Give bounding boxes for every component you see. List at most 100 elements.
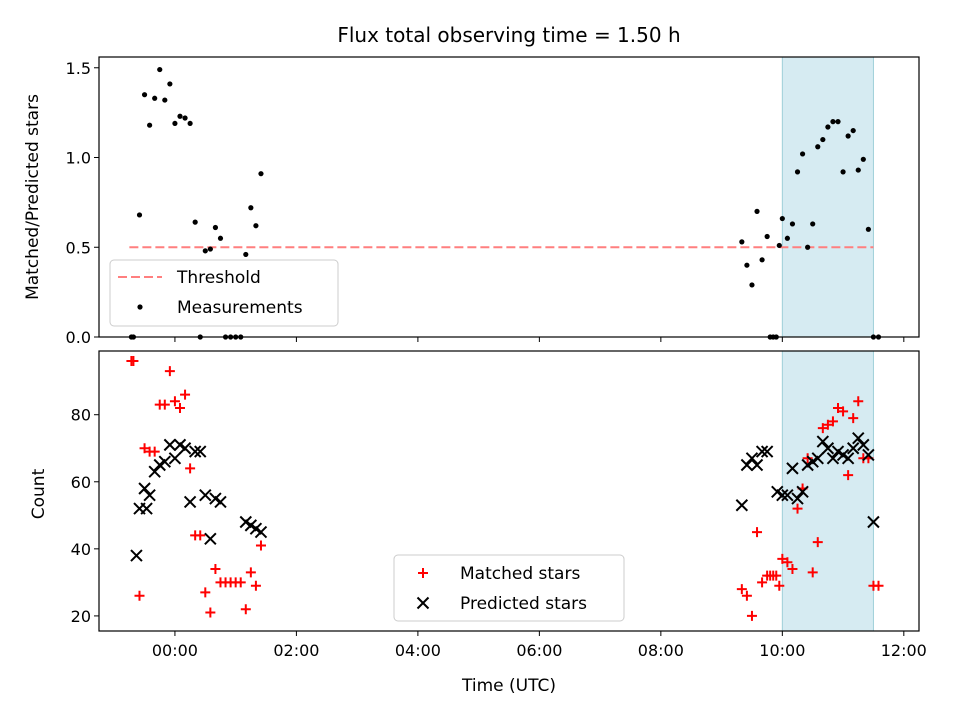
measurement-point	[187, 120, 193, 127]
matched-star-marker	[736, 584, 747, 595]
measurement-point	[192, 219, 198, 225]
predicted-star-marker	[786, 462, 799, 475]
predicted-star-marker	[745, 452, 759, 465]
matched-star-marker	[774, 580, 785, 591]
predicted-star-marker	[776, 488, 789, 502]
predicted-star-marker	[188, 445, 202, 458]
measurement-point	[789, 221, 796, 227]
top-ylabel: Matched/Predicted stars	[23, 94, 43, 300]
measurement-point	[157, 66, 163, 73]
predicted-star-marker	[140, 502, 153, 515]
x-tick-label: 04:00	[395, 641, 441, 660]
x-axis-label: Time (UTC)	[461, 676, 556, 696]
predicted-star-marker	[791, 492, 804, 505]
measurement-point	[754, 208, 760, 214]
matched-star-marker	[245, 567, 256, 578]
predicted-star-marker	[821, 442, 835, 455]
measurement-point	[749, 282, 755, 288]
predicted-star-marker	[811, 452, 824, 465]
measurement-point	[744, 262, 750, 268]
matched-star-marker	[205, 607, 216, 618]
measurement-point	[855, 167, 861, 173]
x-tick-label: 00:00	[152, 641, 198, 660]
measurement-point	[258, 171, 264, 177]
x-tick-label: 12:00	[881, 641, 927, 660]
predicted-star-marker	[168, 452, 182, 465]
measurement-point	[810, 221, 816, 227]
matched-star-marker	[817, 423, 828, 434]
predicted-star-marker	[735, 499, 749, 512]
measurement-point	[212, 224, 219, 231]
y-tick-label: 20	[71, 607, 91, 626]
matched-star-marker	[873, 580, 884, 591]
predicted-star-marker	[143, 488, 156, 502]
measurement-point	[217, 235, 224, 241]
matched-star-marker	[250, 580, 261, 591]
matched-star-marker	[782, 557, 793, 568]
x-tick-label: 08:00	[638, 641, 684, 660]
matched-star-marker	[139, 443, 150, 454]
predicted-star-marker	[841, 452, 855, 465]
measurement-point	[845, 133, 851, 139]
measurement-point	[141, 92, 148, 98]
matched-star-marker	[843, 470, 854, 481]
matched-star-marker	[827, 416, 838, 427]
matched-star-marker	[195, 530, 206, 541]
y-tick-label: 60	[71, 473, 91, 492]
predicted-star-marker	[130, 549, 143, 562]
matched-star-marker	[240, 604, 251, 615]
bottom-ylabel: Count	[29, 468, 49, 519]
measurement-point	[167, 81, 173, 87]
measurement-point	[177, 113, 183, 119]
measurement-point	[172, 120, 178, 127]
matched-star-marker	[741, 590, 752, 601]
measurement-point	[825, 124, 831, 130]
measurement-point	[136, 212, 143, 218]
measurement-point	[182, 115, 188, 121]
measurement-point	[759, 257, 765, 263]
matched-star-marker	[848, 413, 859, 424]
legend: Matched stars Predicted stars	[393, 554, 625, 622]
legend-matched-swatch	[418, 568, 428, 578]
matched-star-marker	[833, 403, 844, 414]
legend-predicted-swatch	[416, 596, 430, 610]
measurement-point	[820, 136, 826, 143]
matched-star-marker	[822, 419, 833, 430]
measurement-point	[865, 226, 871, 232]
matched-star-marker	[180, 389, 191, 400]
predicted-star-marker	[857, 438, 870, 452]
measurement-point	[776, 242, 782, 249]
matched-star-marker	[169, 396, 180, 407]
matched-star-marker	[255, 540, 266, 551]
matched-star-marker	[210, 563, 221, 574]
matched-star-marker	[802, 453, 813, 464]
measurement-point	[815, 144, 821, 150]
predicted-star-marker	[163, 438, 177, 452]
matched-star-marker	[807, 567, 818, 578]
measurement-point	[162, 97, 168, 103]
y-tick-label: 0.5	[66, 238, 91, 257]
predicted-star-marker	[178, 442, 192, 455]
matched-star-marker	[752, 527, 763, 538]
measurement-point	[248, 205, 254, 211]
measurement-point	[835, 119, 841, 125]
measurement-point	[147, 122, 153, 128]
predicted-star-marker	[781, 488, 794, 502]
predicted-star-marker	[740, 458, 754, 472]
bottom-panel: 20 40 60 80 00:00 02:00 04:00 06:00 08:00 10:00 12…	[71, 350, 927, 660]
measurement-point	[830, 119, 836, 125]
predicted-star-marker	[158, 455, 172, 468]
legend-predicted-label: Predicted stars	[460, 594, 587, 614]
legend-measurements-label: Measurements	[177, 298, 303, 318]
matched-star-marker	[200, 587, 211, 598]
measurement-point	[202, 248, 208, 254]
matched-star-marker	[777, 553, 788, 564]
shaded-interval	[781, 350, 874, 632]
measurement-point	[784, 235, 790, 241]
predicted-star-marker	[846, 442, 860, 455]
predicted-star-marker	[204, 532, 217, 545]
predicted-star-marker	[755, 445, 769, 458]
matched-star-marker	[174, 403, 185, 414]
matched-star-marker	[757, 577, 768, 588]
